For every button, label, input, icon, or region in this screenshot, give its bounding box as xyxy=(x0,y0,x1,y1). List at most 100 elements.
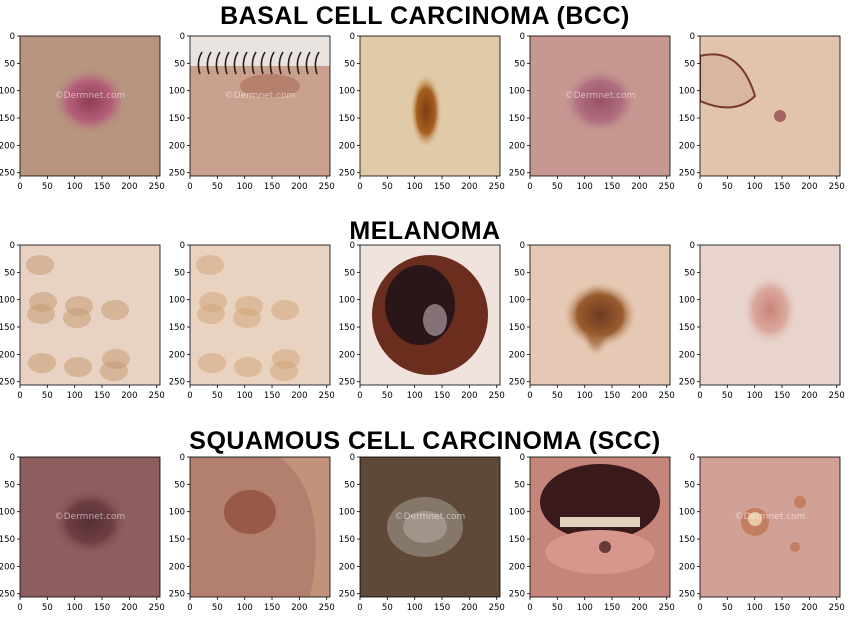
x-tick-label: 200 xyxy=(121,391,137,401)
x-tick-label: 200 xyxy=(291,182,307,192)
x-tick-label: 150 xyxy=(264,391,280,401)
scc-image-3-frame xyxy=(359,456,501,598)
scc-image-5: ©Dermnet.com xyxy=(700,457,840,597)
y-tick-label: 100 xyxy=(169,87,185,97)
x-tick-label: 0 xyxy=(187,603,192,613)
y-tick-label: 0 xyxy=(520,453,525,463)
scc-image-2-panel: 0 50 100 150 200 250 0 50 100 150 200 250 xyxy=(169,453,335,622)
row-title-melanoma: MELANOMA xyxy=(349,217,501,245)
x-tick-label: 0 xyxy=(357,182,362,192)
x-tick-label: 250 xyxy=(319,603,335,613)
y-tick-label: 150 xyxy=(679,323,695,333)
y-tick-label: 100 xyxy=(679,508,695,518)
scc-image-5-watermark: ©Dermnet.com xyxy=(735,512,806,522)
bcc-image-5-frame xyxy=(699,35,841,177)
y-tick-label: 50 xyxy=(174,480,185,490)
x-tick-label: 0 xyxy=(187,391,192,401)
x-tick-label: 200 xyxy=(801,182,817,192)
x-tick-label: 250 xyxy=(319,182,335,192)
x-tick-label: 200 xyxy=(631,603,647,613)
bcc-image-4: ©Dermnet.com xyxy=(530,36,670,176)
x-tick-label: 250 xyxy=(319,391,335,401)
x-tick-label: 200 xyxy=(291,603,307,613)
y-tick-label: 150 xyxy=(679,114,695,124)
y-tick-label: 150 xyxy=(509,114,525,124)
x-tick-label: 250 xyxy=(829,391,845,401)
x-tick-label: 100 xyxy=(237,391,253,401)
y-tick-label: 0 xyxy=(10,32,15,42)
y-tick-label: 150 xyxy=(0,114,15,124)
y-tick-label: 0 xyxy=(10,453,15,463)
x-tick-label: 0 xyxy=(357,391,362,401)
bcc-image-2: ©Dermnet.com xyxy=(190,36,330,176)
x-tick-label: 0 xyxy=(697,182,702,192)
x-tick-label: 200 xyxy=(121,603,137,613)
y-tick-label: 250 xyxy=(679,378,695,388)
scc-image-1-watermark: ©Dermnet.com xyxy=(55,512,126,522)
y-tick-label: 150 xyxy=(339,114,355,124)
y-tick-label: 250 xyxy=(339,378,355,388)
scc-image-4-panel: 0 50 100 150 200 250 0 50 100 150 200 250 xyxy=(509,453,675,622)
y-tick-label: 200 xyxy=(0,562,15,572)
x-tick-label: 50 xyxy=(42,603,53,613)
y-tick-label: 200 xyxy=(509,562,525,572)
y-tick-label: 200 xyxy=(679,141,695,151)
x-tick-label: 250 xyxy=(149,391,165,401)
scc-image-4-frame xyxy=(529,456,671,598)
y-tick-label: 100 xyxy=(339,296,355,306)
y-tick-label: 200 xyxy=(339,141,355,151)
y-tick-label: 50 xyxy=(4,59,15,69)
y-tick-label: 250 xyxy=(169,590,185,600)
y-tick-label: 0 xyxy=(180,453,185,463)
y-tick-label: 100 xyxy=(0,296,15,306)
x-tick-label: 250 xyxy=(829,603,845,613)
melanoma-image-4 xyxy=(530,245,670,385)
x-tick-label: 0 xyxy=(17,182,22,192)
x-tick-label: 50 xyxy=(722,391,733,401)
y-tick-label: 100 xyxy=(0,508,15,518)
y-tick-label: 250 xyxy=(339,169,355,179)
x-tick-label: 0 xyxy=(697,603,702,613)
x-tick-label: 250 xyxy=(149,182,165,192)
x-tick-label: 150 xyxy=(604,391,620,401)
y-tick-label: 250 xyxy=(169,378,185,388)
melanoma-image-2-panel: 0 50 100 150 200 250 0 50 100 150 200 250 xyxy=(169,241,335,410)
y-tick-label: 0 xyxy=(690,453,695,463)
y-tick-label: 50 xyxy=(514,268,525,278)
scc-image-1-panel: ©Dermnet.com 0 50 100 150 200 250 0 50 100 150 200 2… xyxy=(0,453,165,622)
x-tick-label: 200 xyxy=(631,391,647,401)
scc-image-5-panel: ©Dermnet.com 0 50 100 150 200 250 0 50 100 150 200 2… xyxy=(679,453,845,622)
x-tick-label: 0 xyxy=(527,182,532,192)
y-tick-label: 0 xyxy=(350,241,355,251)
scc-image-1: ©Dermnet.com xyxy=(20,457,160,597)
bcc-image-4-panel: ©Dermnet.com 0 50 100 150 200 250 0 50 100 150 200 2… xyxy=(509,32,675,201)
bcc-image-3 xyxy=(360,36,500,176)
y-tick-label: 250 xyxy=(509,590,525,600)
y-tick-label: 50 xyxy=(174,59,185,69)
y-tick-label: 50 xyxy=(344,480,355,490)
x-tick-label: 200 xyxy=(461,182,477,192)
y-tick-label: 50 xyxy=(684,480,695,490)
row-title-bcc: BASAL CELL CARCINOMA (BCC) xyxy=(220,2,630,30)
x-tick-label: 100 xyxy=(237,603,253,613)
bcc-image-2-panel: ©Dermnet.com 0 50 100 150 200 250 0 50 100 150 200 2… xyxy=(169,32,335,201)
melanoma-image-3-frame xyxy=(359,244,501,386)
x-tick-label: 50 xyxy=(552,182,563,192)
melanoma-image-1-panel: 0 50 100 150 200 250 0 50 100 150 200 250 xyxy=(0,241,165,410)
x-tick-label: 50 xyxy=(552,391,563,401)
scc-image-2 xyxy=(190,457,330,597)
x-tick-label: 150 xyxy=(264,182,280,192)
y-tick-label: 0 xyxy=(690,32,695,42)
y-tick-label: 200 xyxy=(0,141,15,151)
x-tick-label: 100 xyxy=(577,182,593,192)
y-tick-label: 50 xyxy=(4,268,15,278)
x-tick-label: 100 xyxy=(577,391,593,401)
y-tick-label: 200 xyxy=(0,350,15,360)
x-tick-label: 0 xyxy=(357,603,362,613)
x-tick-label: 250 xyxy=(149,603,165,613)
